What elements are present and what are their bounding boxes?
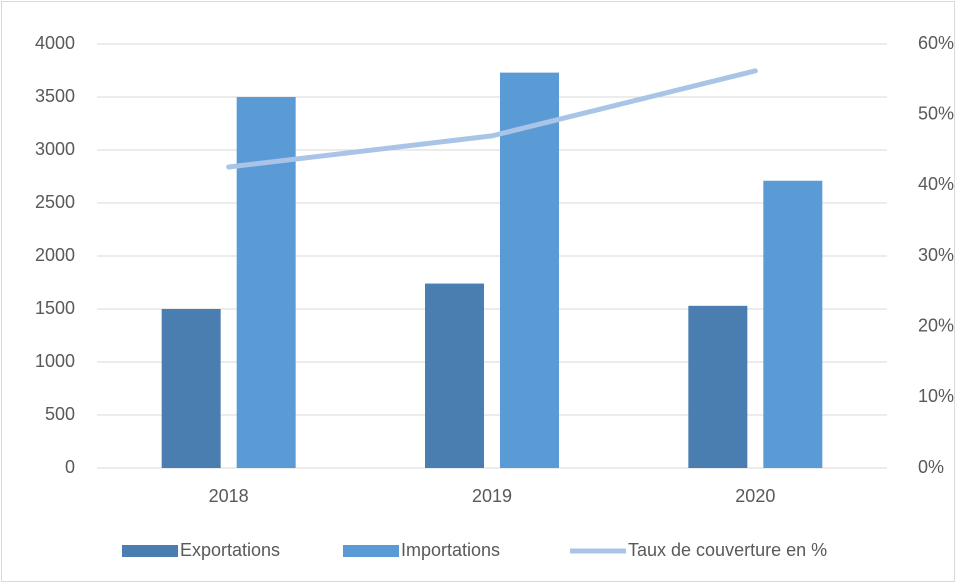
legend-swatch [343,545,399,557]
y-tick-label: 0 [65,457,75,477]
y2-tick-label: 10% [918,386,954,406]
legend-label: Taux de couverture en % [628,540,827,560]
bar [500,72,559,469]
x-tick-label: 2020 [735,486,775,506]
x-tick-label: 2019 [472,486,512,506]
bar [688,305,748,468]
legend-label: Exportations [180,540,280,560]
bar [425,283,484,468]
y2-tick-label: 60% [918,33,954,53]
legend-swatch [122,545,178,557]
y-tick-label: 4000 [35,33,75,53]
y-tick-label: 2000 [35,245,75,265]
bar [236,97,296,468]
y-tick-label: 500 [45,404,75,424]
legend-label: Importations [401,540,500,560]
y2-tick-label: 40% [918,174,954,194]
line-series [226,68,758,170]
y-tick-label: 3500 [35,86,75,106]
x-tick-label: 2018 [209,486,249,506]
y2-tick-label: 30% [918,245,954,265]
y-tick-label: 2500 [35,192,75,212]
bar [161,309,221,468]
bar [763,180,823,469]
y2-tick-label: 20% [918,315,954,335]
y2-tick-label: 0% [918,457,944,477]
y-tick-label: 1000 [35,351,75,371]
y2-tick-label: 50% [918,103,954,123]
y-tick-label: 1500 [35,298,75,318]
y-tick-label: 3000 [35,139,75,159]
